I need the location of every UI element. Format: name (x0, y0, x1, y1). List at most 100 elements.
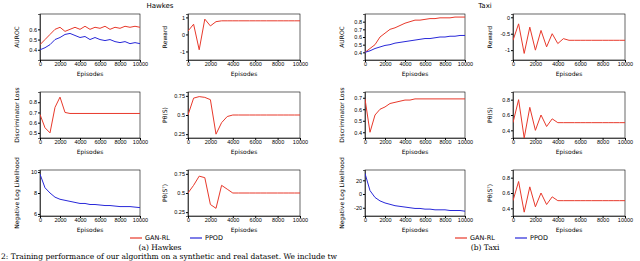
legend-label: PPOD (530, 234, 548, 242)
legend: GAN-RLPPOD (455, 234, 548, 242)
y-tick-mark (363, 109, 365, 110)
y-axis-title: Pθ(Sᵀ) (486, 184, 493, 202)
y-axis-line (363, 15, 366, 61)
x-tick-label: 8000 (114, 61, 126, 67)
x-tick-label: 6000 (94, 61, 106, 67)
y-tick: 0.6 (502, 112, 513, 118)
x-tick: 4000 (74, 60, 86, 67)
plot-frame (513, 14, 625, 60)
y-tick-label: 0 (507, 15, 510, 21)
y-axis-title: AUROC (13, 26, 20, 48)
group-caption: (b) Taxi (471, 243, 500, 252)
x-tick: 8000 (272, 216, 284, 223)
y-tick: -1 (505, 47, 513, 53)
plot-frame (365, 92, 465, 138)
y-tick: 1 (182, 15, 188, 21)
x-tick: 8000 (114, 60, 126, 67)
y-tick-mark (363, 132, 365, 133)
x-tick: 2000 (379, 216, 391, 223)
plot-frame (513, 170, 625, 216)
x-axis: 0200040006000800010000 (512, 60, 633, 67)
y-tick-mark (511, 50, 513, 51)
x-tick: 0 (512, 60, 515, 67)
x-tick: 4000 (74, 216, 86, 223)
y-tick-label: 0.8 (502, 97, 510, 103)
y-tick-label: 20 (356, 178, 362, 184)
x-tick-label: 0 (39, 61, 42, 67)
y-tick-label: 6 (34, 211, 37, 217)
y-tick-mark (363, 98, 365, 99)
series-line (188, 19, 300, 50)
y-tick-label: 0.5 (29, 130, 37, 136)
y-tick: 0.4 (354, 130, 365, 136)
x-tick-label: 10000 (133, 217, 148, 223)
x-tick-label: 10000 (458, 139, 473, 145)
x-tick-label: 6000 (250, 217, 262, 223)
x-tick-label: 4000 (399, 217, 411, 223)
y-tick-label: 0.6 (502, 190, 510, 196)
x-tick-label: 4000 (552, 139, 564, 145)
x-tick-label: 4000 (74, 217, 86, 223)
x-tick-label: 0 (364, 139, 367, 145)
panel: 02000400060008000100000.40.50.60.70.8Epi… (338, 14, 473, 78)
x-axis: 0200040006000800010000 (187, 60, 308, 67)
y-tick-label: 0.75 (174, 171, 185, 177)
panel: 02000400060008000100000.40.60.8EpisodesP… (486, 92, 633, 156)
x-axis: 0200040006000800010000 (187, 138, 308, 145)
x-tick: 4000 (399, 138, 411, 145)
y-tick: 8 (34, 190, 40, 196)
x-tick: 2000 (530, 138, 542, 145)
x-tick-label: 6000 (575, 61, 587, 67)
y-tick: 0.8 (29, 99, 40, 105)
x-axis-title: Episodes (231, 70, 258, 78)
y-tick: 0.75 (174, 93, 188, 99)
series-line (40, 97, 140, 133)
y-axis: 0.40.50.6 (29, 15, 40, 61)
x-axis-title: Episodes (77, 226, 104, 234)
legend-swatch (515, 237, 527, 238)
lines (365, 99, 465, 132)
series-line (40, 33, 140, 49)
y-tick-mark (186, 17, 188, 18)
x-tick: 8000 (439, 216, 451, 223)
y-tick-mark (38, 50, 40, 51)
x-tick: 6000 (419, 60, 431, 67)
x-tick-label: 6000 (250, 139, 262, 145)
x-tick-label: 0 (512, 217, 515, 223)
y-tick-mark (363, 52, 365, 53)
x-axis-title: Episodes (556, 70, 583, 78)
series-line (513, 100, 625, 138)
y-tick-mark (38, 133, 40, 134)
y-axis-line (186, 93, 189, 139)
y-tick-label: 0.5 (354, 118, 362, 124)
y-tick-mark (186, 193, 188, 194)
x-tick: 4000 (552, 216, 564, 223)
y-tick: -1 (180, 49, 188, 55)
x-axis: 0200040006000800010000 (39, 138, 148, 145)
group-caption: (a) Hawkes (139, 243, 182, 252)
x-tick: 6000 (250, 138, 262, 145)
x-tick: 6000 (250, 60, 262, 67)
panel: 02000400060008000100000.40.60.8EpisodesP… (486, 170, 633, 234)
x-axis-title: Episodes (556, 226, 583, 234)
y-axis-line (186, 15, 189, 61)
y-tick-label: 0.25 (174, 131, 185, 137)
x-tick-label: 10000 (133, 61, 148, 67)
x-tick-label: 6000 (575, 139, 587, 145)
y-tick-mark (363, 121, 365, 122)
x-tick: 6000 (94, 60, 106, 67)
y-tick-label: 0.7 (354, 27, 362, 33)
series-line (188, 176, 300, 208)
y-tick: 0.4 (29, 47, 40, 53)
y-tick: 0.7 (354, 95, 365, 101)
y-tick: 0.4 (502, 128, 513, 134)
x-axis: 0200040006000800010000 (364, 138, 473, 145)
y-tick-label: 0.5 (177, 112, 185, 118)
series-line (365, 35, 465, 52)
x-tick: 4000 (227, 216, 239, 223)
y-axis: -20020 (354, 171, 365, 217)
x-tick: 10000 (458, 60, 473, 67)
y-tick-mark (363, 22, 365, 23)
x-tick-label: 2000 (54, 217, 66, 223)
y-tick-mark (511, 208, 513, 209)
